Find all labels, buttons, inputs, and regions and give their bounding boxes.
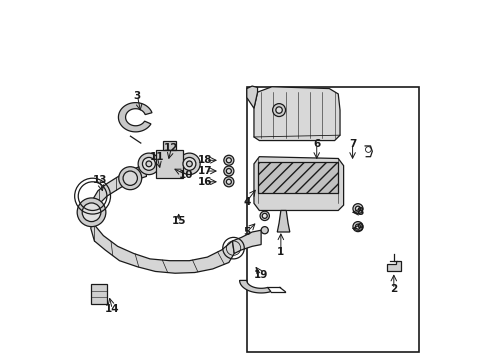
Circle shape [183, 157, 196, 170]
Circle shape [179, 153, 200, 175]
Circle shape [276, 107, 282, 113]
Text: 19: 19 [254, 270, 269, 280]
Text: 10: 10 [178, 170, 193, 180]
Text: 14: 14 [105, 304, 120, 314]
Circle shape [226, 179, 231, 184]
Text: 12: 12 [164, 143, 179, 153]
Text: 13: 13 [93, 175, 107, 185]
Circle shape [272, 104, 286, 117]
Circle shape [119, 167, 142, 190]
Circle shape [260, 211, 270, 221]
Polygon shape [254, 87, 340, 140]
Text: 18: 18 [198, 155, 213, 165]
Text: 8: 8 [356, 207, 364, 217]
Text: 11: 11 [150, 152, 164, 162]
Circle shape [146, 161, 152, 167]
Circle shape [77, 198, 106, 226]
Polygon shape [247, 86, 258, 108]
Polygon shape [156, 149, 183, 178]
Polygon shape [254, 157, 343, 211]
Polygon shape [277, 211, 290, 232]
Text: 1: 1 [277, 247, 285, 257]
Text: 7: 7 [349, 139, 356, 149]
Circle shape [353, 222, 363, 231]
Text: 3: 3 [134, 91, 141, 101]
Text: 2: 2 [390, 284, 397, 294]
Circle shape [353, 204, 363, 214]
Circle shape [355, 206, 361, 211]
Circle shape [226, 158, 231, 163]
Text: 16: 16 [198, 177, 213, 187]
Circle shape [138, 153, 160, 175]
Polygon shape [119, 103, 152, 132]
Text: 15: 15 [172, 216, 186, 226]
Circle shape [262, 213, 267, 219]
Bar [247, 87, 419, 352]
Polygon shape [240, 280, 271, 293]
Polygon shape [163, 140, 176, 149]
Polygon shape [91, 164, 234, 273]
Text: 9: 9 [356, 224, 363, 233]
Circle shape [261, 226, 269, 234]
Circle shape [82, 203, 101, 222]
Text: 17: 17 [198, 166, 213, 176]
Circle shape [123, 171, 137, 185]
Polygon shape [387, 261, 401, 271]
Circle shape [224, 155, 234, 165]
Text: 6: 6 [313, 139, 320, 149]
Text: 5: 5 [243, 227, 250, 237]
Bar [91, 284, 107, 304]
Text: 4: 4 [243, 197, 250, 207]
Polygon shape [232, 230, 261, 253]
Circle shape [355, 224, 361, 229]
Circle shape [187, 161, 192, 167]
Circle shape [143, 157, 155, 170]
Circle shape [224, 177, 234, 187]
Circle shape [224, 166, 234, 176]
Bar [258, 162, 338, 193]
Circle shape [226, 168, 231, 174]
